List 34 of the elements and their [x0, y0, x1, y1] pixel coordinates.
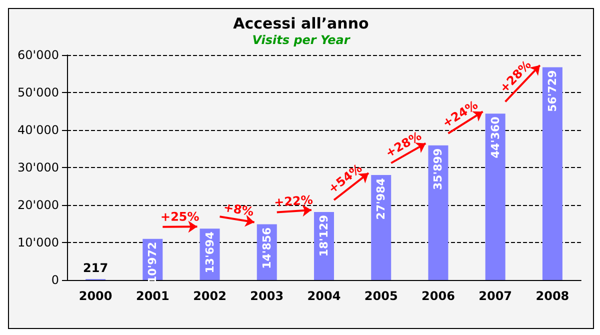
bar	[542, 67, 562, 280]
y-tick-label: 60'000	[18, 48, 59, 62]
x-tick-label: 2004	[307, 289, 341, 303]
y-tick-label: 40'000	[18, 123, 59, 137]
data-label: 217	[83, 261, 108, 276]
data-label: 13'694	[203, 231, 216, 274]
chart-subtitle: Visits per Year	[252, 33, 351, 47]
data-label: 18'129	[318, 215, 330, 257]
y-tick-label: 20'000	[18, 198, 59, 212]
data-label: 10'972	[146, 242, 160, 284]
y-tick-label: 10'000	[18, 236, 59, 250]
x-tick-label: 2006	[422, 289, 455, 303]
data-label: 14'856	[260, 226, 274, 269]
annotation: +25%	[160, 210, 200, 224]
data-label: 56'729	[546, 70, 559, 112]
x-tick-label: 2002	[193, 289, 226, 303]
annotation: +8%	[222, 200, 255, 219]
x-tick-label: 2001	[136, 289, 170, 303]
y-tick-label: 30'000	[18, 160, 59, 174]
data-label: 44'360	[488, 116, 502, 158]
data-label: 35'899	[432, 148, 445, 190]
x-tick-label: 2003	[250, 289, 284, 303]
y-tick-label: 50'000	[18, 86, 59, 100]
y-tick-label: 0	[51, 273, 59, 287]
bar	[485, 114, 506, 280]
bar	[371, 175, 392, 280]
x-tick-label: 2007	[478, 289, 512, 303]
annotation: +22%	[274, 192, 314, 210]
x-tick-label: 2005	[364, 289, 398, 303]
x-tick-label: 2000	[78, 289, 112, 303]
data-label: 27'984	[374, 178, 388, 220]
x-tick-label: 2008	[536, 289, 570, 303]
bar	[428, 145, 448, 280]
chart-title: Accessi all’anno	[233, 14, 369, 32]
